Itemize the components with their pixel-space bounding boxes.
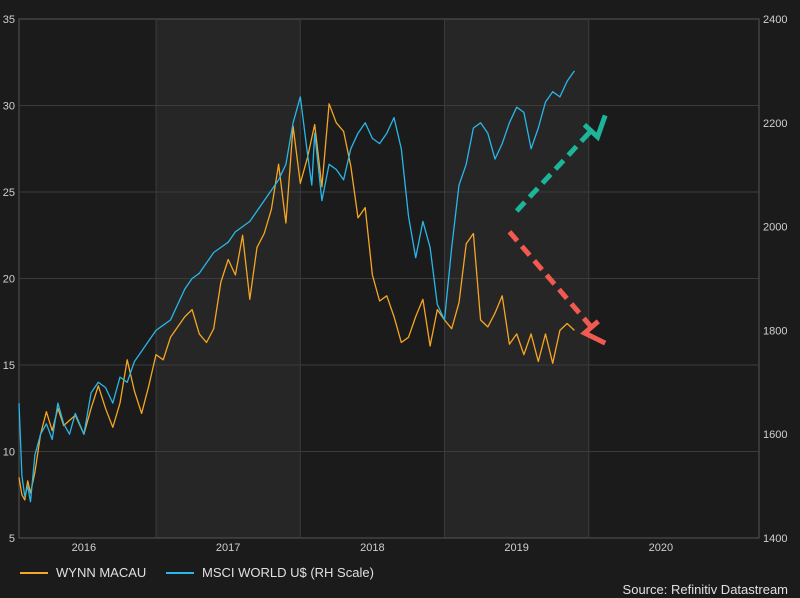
left-y-tick-label: 35 <box>3 14 15 26</box>
right-y-tick-label: 2400 <box>763 14 787 26</box>
source-note: Source: Refinitiv Datastream <box>623 582 788 597</box>
x-tick-label: 2016 <box>72 542 96 554</box>
annotation-layer <box>507 114 608 346</box>
left-y-tick-label: 15 <box>3 360 15 372</box>
arrow-head-up <box>582 114 608 142</box>
right-y-tick-label: 1400 <box>763 533 787 545</box>
series-line-0 <box>18 103 575 501</box>
x-tick-label: 2019 <box>504 542 528 554</box>
x-tick-label: 2017 <box>216 542 240 554</box>
right-y-tick-label: 2200 <box>763 118 787 130</box>
series-layer <box>18 70 575 503</box>
left-y-tick-label: 5 <box>9 533 15 545</box>
left-y-tick-label: 25 <box>3 187 15 199</box>
left-y-tick-label: 30 <box>3 101 15 113</box>
legend: WYNN MACAU MSCI WORLD U$ (RH Scale) <box>20 565 374 580</box>
right-y-tick-label: 1600 <box>763 429 787 441</box>
x-tick-label: 2018 <box>360 542 384 554</box>
left-y-tick-label: 10 <box>3 447 15 459</box>
right-y-axis: 1400 1600 1800 2000 2200 2400 <box>763 14 787 545</box>
legend-label-wynn: WYNN MACAU <box>56 565 146 580</box>
right-y-tick-label: 1800 <box>763 325 787 337</box>
x-tick-label: 2020 <box>649 542 673 554</box>
right-y-tick-label: 2000 <box>763 222 787 234</box>
x-axis: 2016 2017 2018 2019 2020 <box>72 542 673 554</box>
arrow-shaft-down <box>507 230 594 329</box>
legend-label-msci: MSCI WORLD U$ (RH Scale) <box>202 565 374 580</box>
series-line-1 <box>18 70 575 503</box>
left-y-tick-label: 20 <box>3 274 15 286</box>
gridlines <box>19 19 759 538</box>
left-y-axis: 5 10 15 20 25 30 35 <box>3 14 15 545</box>
arrow-head-down <box>580 319 607 346</box>
